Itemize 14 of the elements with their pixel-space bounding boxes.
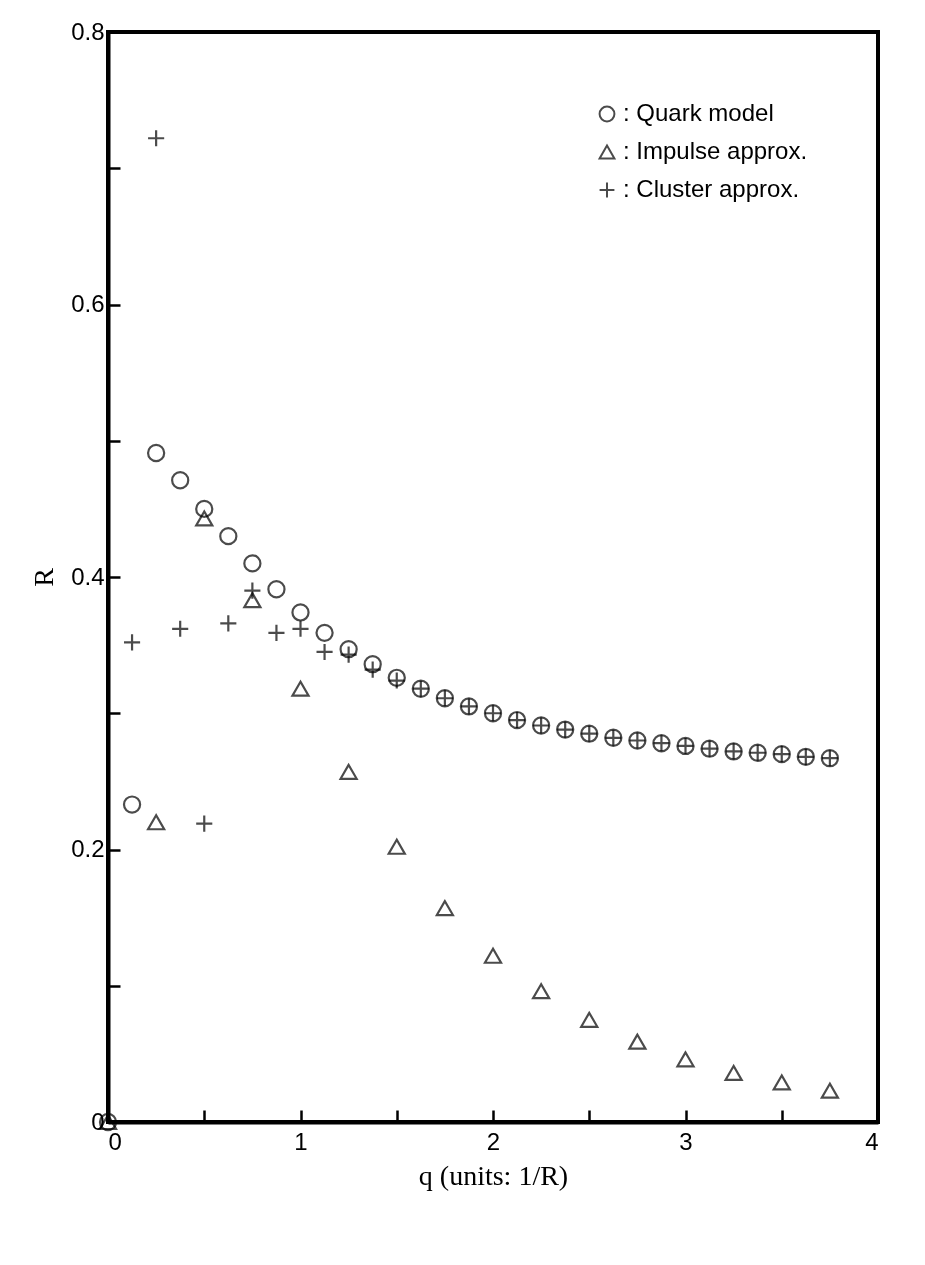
x-tick-label: 1 — [294, 1127, 308, 1155]
x-tick-label: 0 — [108, 1127, 122, 1155]
y-tick-label: 0.2 — [71, 835, 105, 862]
x-tick-label: 3 — [679, 1127, 693, 1155]
legend-label: : Quark model — [623, 99, 774, 126]
legend-label: : Cluster approx. — [623, 175, 800, 202]
x-tick-label: 2 — [486, 1127, 501, 1155]
y-axis-title: R — [28, 567, 60, 587]
y-tick-label: 0.4 — [71, 562, 105, 590]
x-axis-title: q (units: 1/R) — [418, 1159, 569, 1191]
x-tick-label: 4 — [865, 1127, 879, 1155]
legend-label: : Impulse approx. — [623, 137, 808, 164]
y-tick-label: 0.8 — [71, 17, 105, 45]
y-tick-label: 0.6 — [71, 290, 105, 317]
